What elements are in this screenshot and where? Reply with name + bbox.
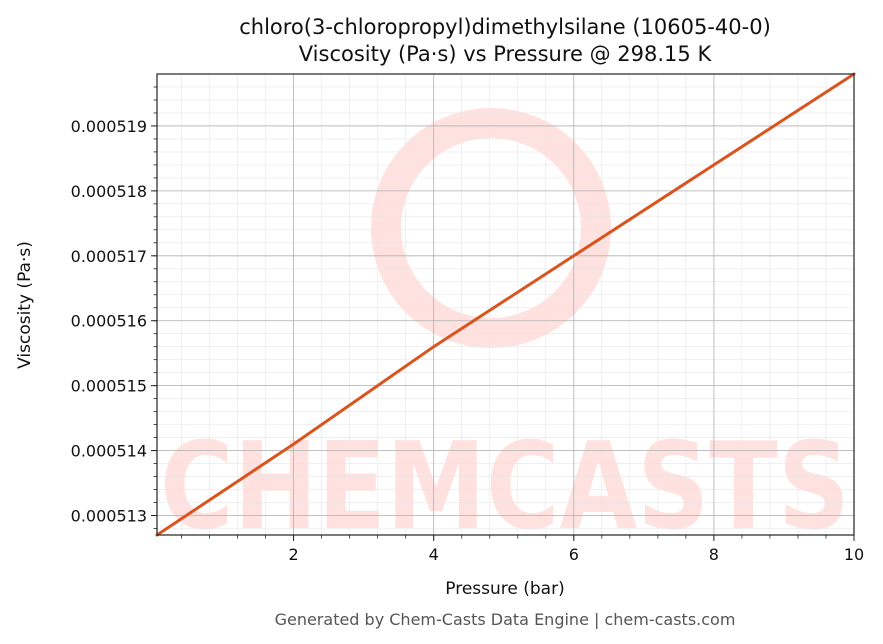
y-axis-label: Viscosity (Pa·s) bbox=[15, 241, 35, 369]
y-tick-label: 0.000516 bbox=[71, 312, 147, 331]
watermark-text: CHEMCASTS bbox=[160, 418, 850, 557]
series-layer bbox=[155, 72, 856, 537]
y-tick-label: 0.000514 bbox=[71, 442, 147, 461]
watermark: CHEMCASTS bbox=[160, 108, 850, 557]
y-tick-label: 0.000519 bbox=[71, 117, 147, 136]
major-grid bbox=[157, 74, 855, 535]
y-tick-label: 0.000515 bbox=[71, 377, 147, 396]
minor-grid bbox=[157, 74, 854, 535]
plot-frame bbox=[156, 73, 855, 536]
ticks bbox=[151, 86, 855, 541]
x-tick-label: 10 bbox=[844, 545, 864, 564]
x-tick-label: 2 bbox=[289, 545, 299, 564]
watermark-logo-ring bbox=[371, 108, 611, 348]
footer-credit: Generated by Chem-Casts Data Engine | ch… bbox=[275, 610, 736, 629]
x-tick-label: 8 bbox=[709, 545, 719, 564]
chart-title: chloro(3-chloropropyl)dimethylsilane (10… bbox=[239, 15, 771, 39]
y-tick-label: 0.000517 bbox=[71, 247, 147, 266]
x-tick-label: 4 bbox=[429, 545, 439, 564]
x-axis-label: Pressure (bar) bbox=[445, 579, 564, 599]
y-tick-label: 0.000513 bbox=[71, 507, 147, 526]
viscosity-line bbox=[155, 72, 856, 537]
x-tick-label: 6 bbox=[569, 545, 579, 564]
tick-labels: 2 4 6 8 10 0.000513 0.000514 0.000515 0.000516 0.… bbox=[71, 117, 865, 564]
chart-subtitle: Viscosity (Pa·s) vs Pressure @ 298.15 K bbox=[299, 42, 713, 66]
y-tick-label: 0.000518 bbox=[71, 182, 147, 201]
